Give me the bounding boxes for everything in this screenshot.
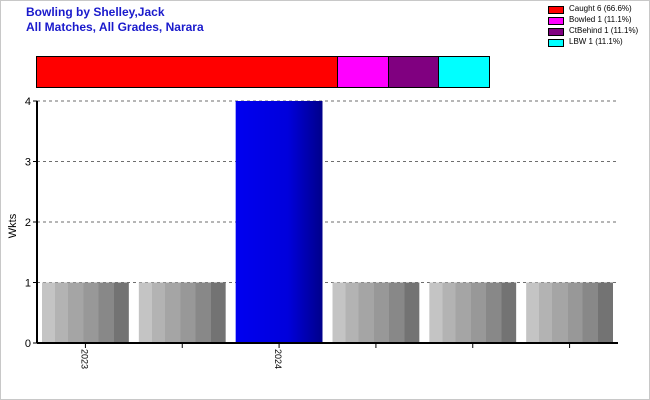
legend-label-caught: Caught 6 (66.6%)	[569, 4, 632, 13]
bar-2024	[235, 101, 323, 343]
bar-slot-5	[429, 282, 517, 343]
y-tick-label: 2	[25, 217, 31, 229]
bar-slot-4	[332, 282, 420, 343]
legend-label-bowled: Bowled 1 (11.1%)	[569, 15, 632, 24]
legend-label-ctbehind: CtBehind 1 (11.1%)	[569, 26, 639, 35]
x-tick-label: 2023	[79, 349, 89, 369]
y-tick-label: 1	[25, 278, 31, 290]
legend-swatch-caught	[548, 6, 564, 14]
chart-subtitle: All Matches, All Grades, Narara	[26, 20, 204, 34]
chart-title: Bowling by Shelley,Jack	[26, 5, 165, 19]
legend-label-lbw: LBW 1 (11.1%)	[569, 37, 623, 46]
dismissal-breakdown-bar	[36, 56, 490, 88]
y-tick-label: 3	[25, 157, 31, 169]
breakdown-segment-lbw	[438, 57, 489, 87]
x-tick-label: 2024	[273, 349, 283, 369]
y-axis-label: Wkts	[7, 213, 19, 238]
legend-swatch-bowled	[548, 17, 564, 25]
legend-swatch-ctbehind	[548, 28, 564, 36]
bar-slot-6	[526, 282, 613, 343]
bar-slot-2	[138, 282, 226, 343]
breakdown-segment-caught	[37, 57, 339, 87]
legend-swatch-lbw	[548, 39, 564, 47]
breakdown-segment-bowled	[338, 57, 389, 87]
breakdown-segment-ctbehind	[388, 57, 439, 87]
bar-2023	[42, 282, 129, 343]
y-tick-label: 4	[25, 96, 31, 108]
y-tick-label: 0	[25, 338, 31, 350]
